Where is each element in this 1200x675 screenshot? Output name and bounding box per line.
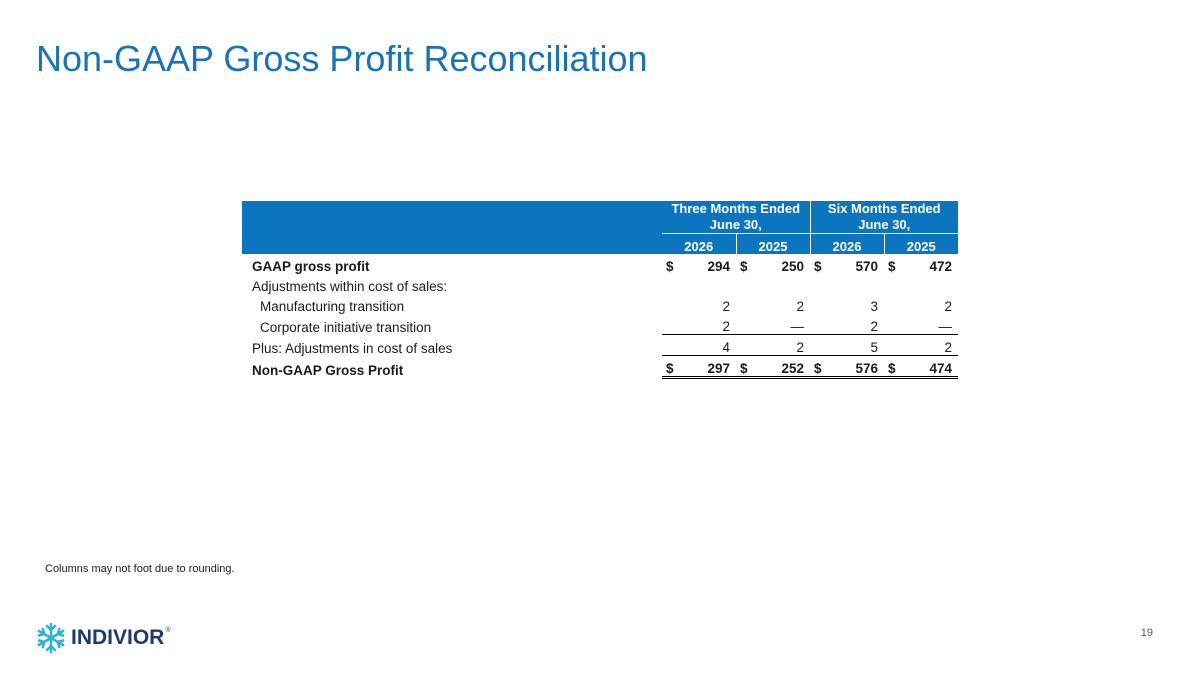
cell-value: 3 <box>870 299 878 314</box>
year-header: 2025 <box>883 233 958 254</box>
cell-value: 2 <box>900 334 958 356</box>
cell-value: — <box>938 319 953 334</box>
snowflake-logo-icon <box>37 622 65 654</box>
currency-symbol: $ <box>814 259 822 274</box>
cell-value: 576 <box>826 355 884 379</box>
currency-symbol: $ <box>888 259 896 274</box>
cell-value: 252 <box>752 355 810 379</box>
header-blank-cell <box>242 201 662 234</box>
currency-symbol: $ <box>810 355 826 379</box>
table-year-row: 2026 2025 2026 2025 <box>242 233 958 254</box>
currency-symbol: $ <box>666 259 674 274</box>
header-three-months-line2: June 30, <box>709 217 762 232</box>
cell-value: 474 <box>900 355 958 379</box>
currency-symbol: $ <box>740 259 748 274</box>
cell-value: 472 <box>929 259 952 274</box>
cell-value: 2 <box>752 334 810 356</box>
header-six-months: Six Months Ended June 30, <box>809 201 958 234</box>
cell-value: 5 <box>826 334 884 356</box>
row-label: GAAP gross profit <box>252 259 370 274</box>
cell-value: 2 <box>722 299 730 314</box>
cell-value: 4 <box>678 334 736 356</box>
row-label: Plus: Adjustments in cost of sales <box>252 340 453 356</box>
table-row-manufacturing-transition: Manufacturing transition 2 2 3 2 <box>242 294 958 314</box>
cell-value: 2 <box>944 299 952 314</box>
cell-value: 297 <box>678 355 736 379</box>
company-logo: INDIVIOR ® <box>34 621 171 655</box>
header-blank-cell <box>242 233 662 254</box>
currency-symbol: $ <box>662 355 678 379</box>
header-six-months-line2: June 30, <box>858 217 911 232</box>
table-row-corporate-initiative: Corporate initiative transition 2 — 2 — <box>242 314 958 335</box>
cell-value: — <box>790 319 805 334</box>
year-header: 2026 <box>662 233 736 254</box>
cell-value: 250 <box>781 259 804 274</box>
page-title: Non-GAAP Gross Profit Reconciliation <box>36 38 648 79</box>
table-row-gaap-gross-profit: GAAP gross profit $ 294 $ 250 $ 570 $ 47… <box>242 254 958 274</box>
cell-value: 2 <box>796 299 804 314</box>
table-row-adjustments-heading: Adjustments within cost of sales: <box>242 274 958 294</box>
header-three-months: Three Months Ended June 30, <box>662 201 810 234</box>
table-row-plus-adjustments: Plus: Adjustments in cost of sales 4 2 5… <box>242 334 958 356</box>
year-header: 2026 <box>809 233 884 254</box>
table-row-non-gaap-gross-profit: Non-GAAP Gross Profit $ 297 $ 252 $ 576 … <box>242 355 958 379</box>
reconciliation-table: Three Months Ended June 30, Six Months E… <box>242 201 958 379</box>
logo-wordmark: INDIVIOR <box>71 626 165 649</box>
row-label: Corporate initiative transition <box>260 319 432 335</box>
row-label: Non-GAAP Gross Profit <box>252 362 404 378</box>
header-six-months-line1: Six Months Ended <box>827 201 941 216</box>
footnote: Columns may not foot due to rounding. <box>45 563 235 575</box>
currency-symbol: $ <box>736 355 752 379</box>
cell-value: 2 <box>870 319 878 334</box>
registered-mark: ® <box>165 626 171 634</box>
table-header-row: Three Months Ended June 30, Six Months E… <box>242 201 958 234</box>
row-label: Adjustments within cost of sales: <box>252 279 448 294</box>
cell-value: 570 <box>855 259 878 274</box>
header-three-months-line1: Three Months Ended <box>671 201 801 216</box>
page-number: 19 <box>1140 627 1153 639</box>
year-header: 2025 <box>735 233 810 254</box>
cell-value: 2 <box>722 319 730 334</box>
row-label: Manufacturing transition <box>260 299 405 314</box>
currency-symbol: $ <box>884 355 900 379</box>
cell-value: 294 <box>707 259 730 274</box>
